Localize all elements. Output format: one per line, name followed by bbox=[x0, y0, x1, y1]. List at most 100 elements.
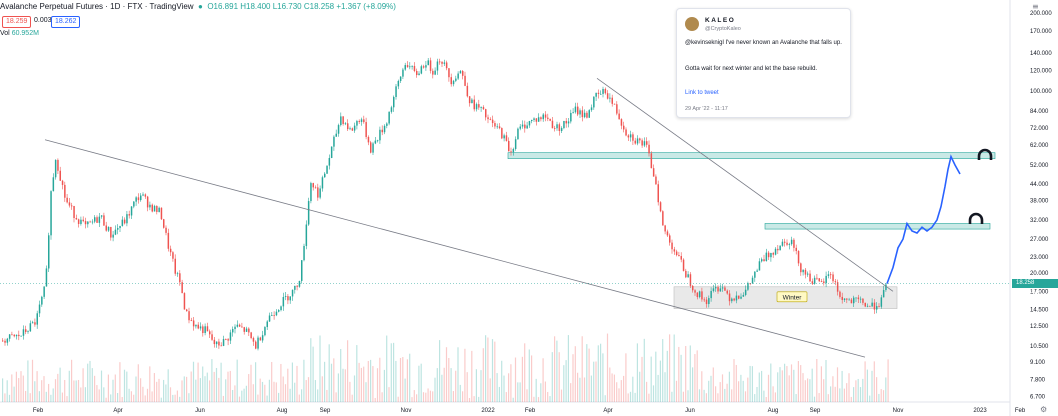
volume-bar bbox=[61, 392, 63, 402]
volume-bar bbox=[627, 393, 629, 402]
candle-body bbox=[351, 128, 354, 131]
volume-bar bbox=[259, 378, 261, 402]
candle-body bbox=[715, 287, 717, 289]
candle-body bbox=[220, 345, 222, 347]
sell-button[interactable]: 18.259 bbox=[2, 16, 32, 28]
candle-body bbox=[885, 284, 887, 291]
volume-bar bbox=[319, 335, 321, 402]
candle-body bbox=[98, 216, 101, 223]
volume-bar bbox=[636, 343, 638, 402]
volume-bar bbox=[301, 389, 303, 402]
candle-body bbox=[595, 92, 597, 97]
candle-body bbox=[163, 219, 165, 228]
volume-bar bbox=[565, 360, 567, 402]
gear-icon[interactable]: ⚙ bbox=[1040, 405, 1047, 414]
winter-label-box bbox=[776, 291, 808, 303]
symbol-title[interactable]: Avalanche Perpetual Futures · 1D · FTX ·… bbox=[0, 2, 194, 11]
volume-bar bbox=[87, 363, 89, 402]
candle-body bbox=[202, 326, 204, 334]
candle-body bbox=[66, 197, 68, 203]
volume-bar bbox=[554, 336, 556, 402]
candle-body bbox=[705, 299, 708, 305]
candle-body bbox=[558, 124, 561, 131]
volume-bar bbox=[531, 355, 533, 402]
candle-body bbox=[482, 107, 485, 110]
volume-bar bbox=[89, 360, 91, 402]
volume-bar bbox=[882, 390, 885, 402]
volume-bar bbox=[220, 362, 222, 402]
volume-bar bbox=[692, 367, 694, 402]
candle-body bbox=[491, 119, 494, 124]
price-tick-label: 44.000 bbox=[1030, 182, 1049, 188]
volume-bar bbox=[266, 395, 268, 402]
volume-bar bbox=[8, 394, 11, 402]
candle-body bbox=[416, 70, 418, 76]
volume-bar bbox=[342, 368, 344, 402]
volume-bar bbox=[126, 371, 128, 402]
volume-bar bbox=[443, 367, 445, 402]
candle-body bbox=[434, 70, 436, 75]
candle-body bbox=[36, 313, 38, 325]
volume-bar bbox=[836, 367, 839, 402]
volume-bar bbox=[370, 359, 372, 402]
current-price-tag: 18.258 01:03:16 bbox=[1012, 279, 1058, 295]
candle-body bbox=[694, 290, 696, 293]
buy-button[interactable]: 18.262 bbox=[51, 16, 81, 28]
volume-bar bbox=[774, 392, 776, 402]
volume-bar bbox=[298, 394, 300, 402]
candle-body bbox=[252, 338, 255, 342]
volume-bar bbox=[160, 397, 162, 402]
candle-body bbox=[593, 96, 595, 108]
candle-body bbox=[487, 117, 489, 120]
candle-body bbox=[496, 126, 498, 128]
volume-bar bbox=[471, 350, 473, 402]
candle-body bbox=[255, 341, 257, 349]
candle-body bbox=[436, 61, 439, 71]
price-tick-label: 9.100 bbox=[1030, 360, 1046, 366]
volume-bar bbox=[31, 359, 34, 402]
volume-bar bbox=[765, 397, 767, 402]
volume-bar bbox=[418, 365, 420, 402]
volume-bar bbox=[271, 361, 273, 402]
volume-bar bbox=[287, 368, 289, 402]
candle-body bbox=[871, 302, 873, 307]
volume-bar bbox=[650, 356, 652, 402]
candle-body bbox=[135, 197, 137, 202]
volume-bar bbox=[820, 366, 822, 402]
candle-body bbox=[853, 297, 855, 304]
volume-bar bbox=[289, 388, 291, 402]
volume-bar bbox=[793, 369, 795, 402]
candle-body bbox=[379, 129, 381, 141]
volume-bar bbox=[800, 365, 802, 402]
volume-bar bbox=[206, 372, 208, 402]
volume-bar bbox=[255, 362, 257, 402]
tweet-link[interactable]: Link to tweet bbox=[685, 90, 719, 96]
candle-body bbox=[409, 66, 411, 68]
volume-bar bbox=[390, 343, 392, 402]
candle-body bbox=[213, 339, 216, 345]
volume-bar bbox=[457, 347, 459, 402]
price-tick-label: 140.000 bbox=[1030, 51, 1052, 57]
candle-body bbox=[556, 124, 558, 129]
candle-body bbox=[137, 197, 140, 201]
volume-bar bbox=[310, 338, 312, 402]
candle-body bbox=[441, 61, 443, 64]
candle-body bbox=[682, 259, 685, 271]
candle-body bbox=[602, 88, 604, 94]
candle-body bbox=[432, 70, 434, 75]
candle-body bbox=[250, 332, 252, 339]
price-tick-label: 14.500 bbox=[1030, 307, 1049, 313]
candle-body bbox=[659, 202, 662, 212]
volume-bar bbox=[386, 335, 388, 402]
candle-body bbox=[703, 299, 705, 301]
candle-body bbox=[284, 296, 287, 298]
volume-bar bbox=[282, 376, 284, 402]
candle-body bbox=[859, 298, 862, 300]
candle-body bbox=[439, 61, 441, 63]
candle-body bbox=[788, 244, 791, 245]
volume-bar bbox=[758, 372, 760, 402]
tweet-date: 29 Apr '22 - 11:17 bbox=[685, 106, 728, 112]
candle-body bbox=[600, 93, 602, 95]
candle-body bbox=[103, 215, 105, 226]
